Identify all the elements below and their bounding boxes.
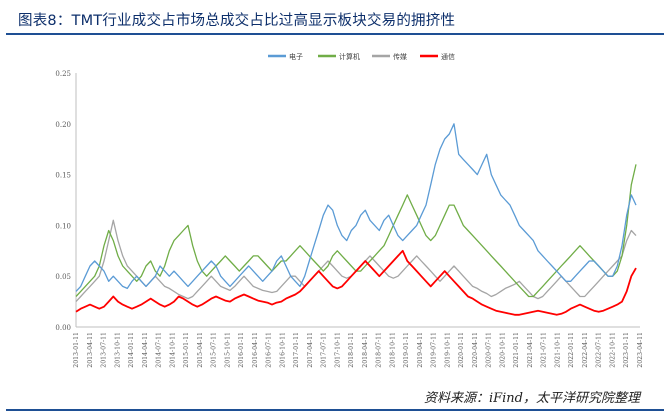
x-tick-label: 2019-07-11: [431, 332, 438, 368]
x-axis: 2013-01-11 2013-04-11 2013-07-11 2013-10-11…: [73, 326, 644, 368]
x-tick-label: 2016-01-11: [238, 332, 245, 368]
x-tick-label: 2018-01-11: [348, 332, 355, 368]
x-tick-label: 2015-01-11: [183, 332, 190, 368]
x-tick-label: 2017-04-11: [307, 332, 314, 368]
x-tick-label: 2019-04-11: [417, 332, 424, 368]
x-tick-label: 2018-07-11: [376, 332, 383, 368]
legend-label: 传媒: [393, 52, 407, 61]
source-note: 资料来源：iFind，太平洋研究院整理: [423, 391, 640, 406]
x-tick-label: 2022-04-11: [582, 332, 589, 368]
x-tick-label: 2022-10-11: [609, 332, 616, 368]
x-tick-label: 2015-07-11: [211, 332, 218, 368]
y-tick-label: 0.20: [55, 121, 71, 129]
series-line-1: [75, 123, 637, 292]
x-tick-label: 2013-10-11: [114, 332, 121, 368]
legend-label: 电子: [289, 52, 303, 61]
plot-area: [75, 123, 637, 316]
x-tick-label: 2020-01-11: [458, 332, 465, 368]
x-tick-label: 2015-10-11: [224, 332, 231, 368]
x-tick-label: 2021-10-11: [554, 332, 561, 368]
x-tick-label: 2014-07-11: [156, 332, 163, 368]
x-tick-label: 2016-07-11: [266, 332, 273, 368]
x-tick-label: 2018-10-11: [389, 332, 396, 368]
x-tick-label: 2014-04-11: [142, 332, 149, 368]
x-tick-label: 2021-01-11: [513, 332, 520, 368]
x-tick-label: 2023-01-11: [623, 332, 630, 368]
y-axis: 0.00 0.05 0.10 0.15 0.20 0.25: [55, 70, 77, 332]
x-tick-label: 2020-10-11: [499, 332, 506, 368]
x-tick-label: 2013-01-11: [73, 332, 80, 368]
x-tick-label: 2015-04-11: [197, 332, 204, 368]
y-tick-label: 0.25: [55, 70, 71, 78]
x-tick-label: 2016-10-11: [279, 332, 286, 368]
x-tick-label: 2013-07-11: [101, 332, 108, 368]
x-tick-label: 2016-04-11: [252, 332, 259, 368]
y-tick-label: 0.10: [55, 222, 71, 230]
series-line-3: [75, 219, 637, 303]
x-tick-label: 2019-10-11: [444, 332, 451, 368]
x-tick-label: 2020-07-11: [486, 332, 493, 368]
series-line-2: [75, 164, 637, 298]
x-tick-label: 2021-07-11: [541, 332, 548, 368]
x-tick-label: 2014-10-11: [169, 332, 176, 368]
x-tick-label: 2017-07-11: [321, 332, 328, 368]
x-tick-label: 2019-01-11: [403, 332, 410, 368]
y-tick-label: 0.00: [55, 324, 71, 332]
chart-legend: 电子 计算机 传媒 通信: [268, 52, 455, 61]
y-tick-label: 0.15: [55, 172, 71, 180]
x-tick-label: 2017-01-11: [293, 332, 300, 368]
x-tick-label: 2020-04-11: [472, 332, 479, 368]
legend-label: 通信: [441, 52, 455, 61]
x-tick-label: 2017-10-11: [334, 332, 341, 368]
x-tick-label: 2021-04-11: [527, 332, 534, 368]
x-tick-label: 2023-04-11: [637, 332, 644, 368]
title-bar: 图表8：TMT行业成交占市场总成交占比过高显示板块交易的拥挤性: [6, 6, 664, 35]
y-tick-label: 0.05: [55, 273, 71, 281]
line-chart: 电子 计算机 传媒 通信 0.00 0.05 0.10 0.15 0.20 0.25 2013-…: [55, 52, 644, 368]
figure-title: 图表8：TMT行业成交占市场总成交占比过高显示板块交易的拥挤性: [18, 13, 456, 29]
x-tick-label: 2013-04-11: [87, 332, 94, 368]
x-tick-label: 2014-01-11: [128, 332, 135, 368]
series-line-4: [75, 249, 637, 316]
x-tick-label: 2022-01-11: [568, 332, 575, 368]
x-tick-label: 2018-04-11: [362, 332, 369, 368]
title-divider: [6, 33, 664, 35]
legend-label: 计算机: [339, 52, 360, 61]
x-tick-label: 2022-07-11: [596, 332, 603, 368]
bottom-divider: [6, 409, 664, 411]
